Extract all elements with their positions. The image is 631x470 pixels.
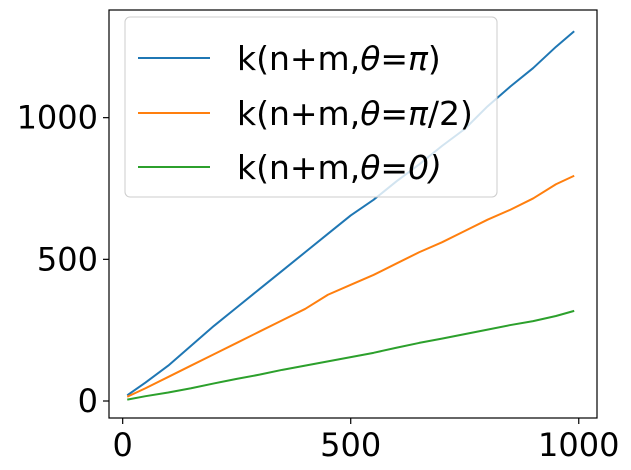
x-tick-label: 500	[320, 426, 381, 464]
legend-label-0: k(n+m,θ=π)	[237, 39, 441, 78]
x-tick-label: 1000	[538, 426, 619, 464]
x-tick-label: 0	[113, 426, 133, 464]
y-tick-label: 1000	[17, 99, 98, 137]
series-layer	[126, 30, 575, 401]
series-line-0	[126, 30, 575, 397]
plot-frame	[108, 9, 598, 419]
y-tick-label: 500	[37, 240, 98, 278]
y-tick-label: 0	[78, 382, 98, 420]
series-line-1	[126, 174, 575, 398]
ticks-layer: 0 500 1000 0 500 1000	[17, 99, 620, 464]
legend-label-1: k(n+m,θ=π/2)	[237, 94, 473, 133]
legend-box	[124, 16, 498, 198]
legend-label-2: k(n+m,θ=0)	[237, 148, 442, 187]
series-line-2	[127, 309, 575, 401]
legend: k(n+m,θ=π) k(n+m,θ=π/2) k(n+m,θ=0)	[124, 16, 498, 198]
